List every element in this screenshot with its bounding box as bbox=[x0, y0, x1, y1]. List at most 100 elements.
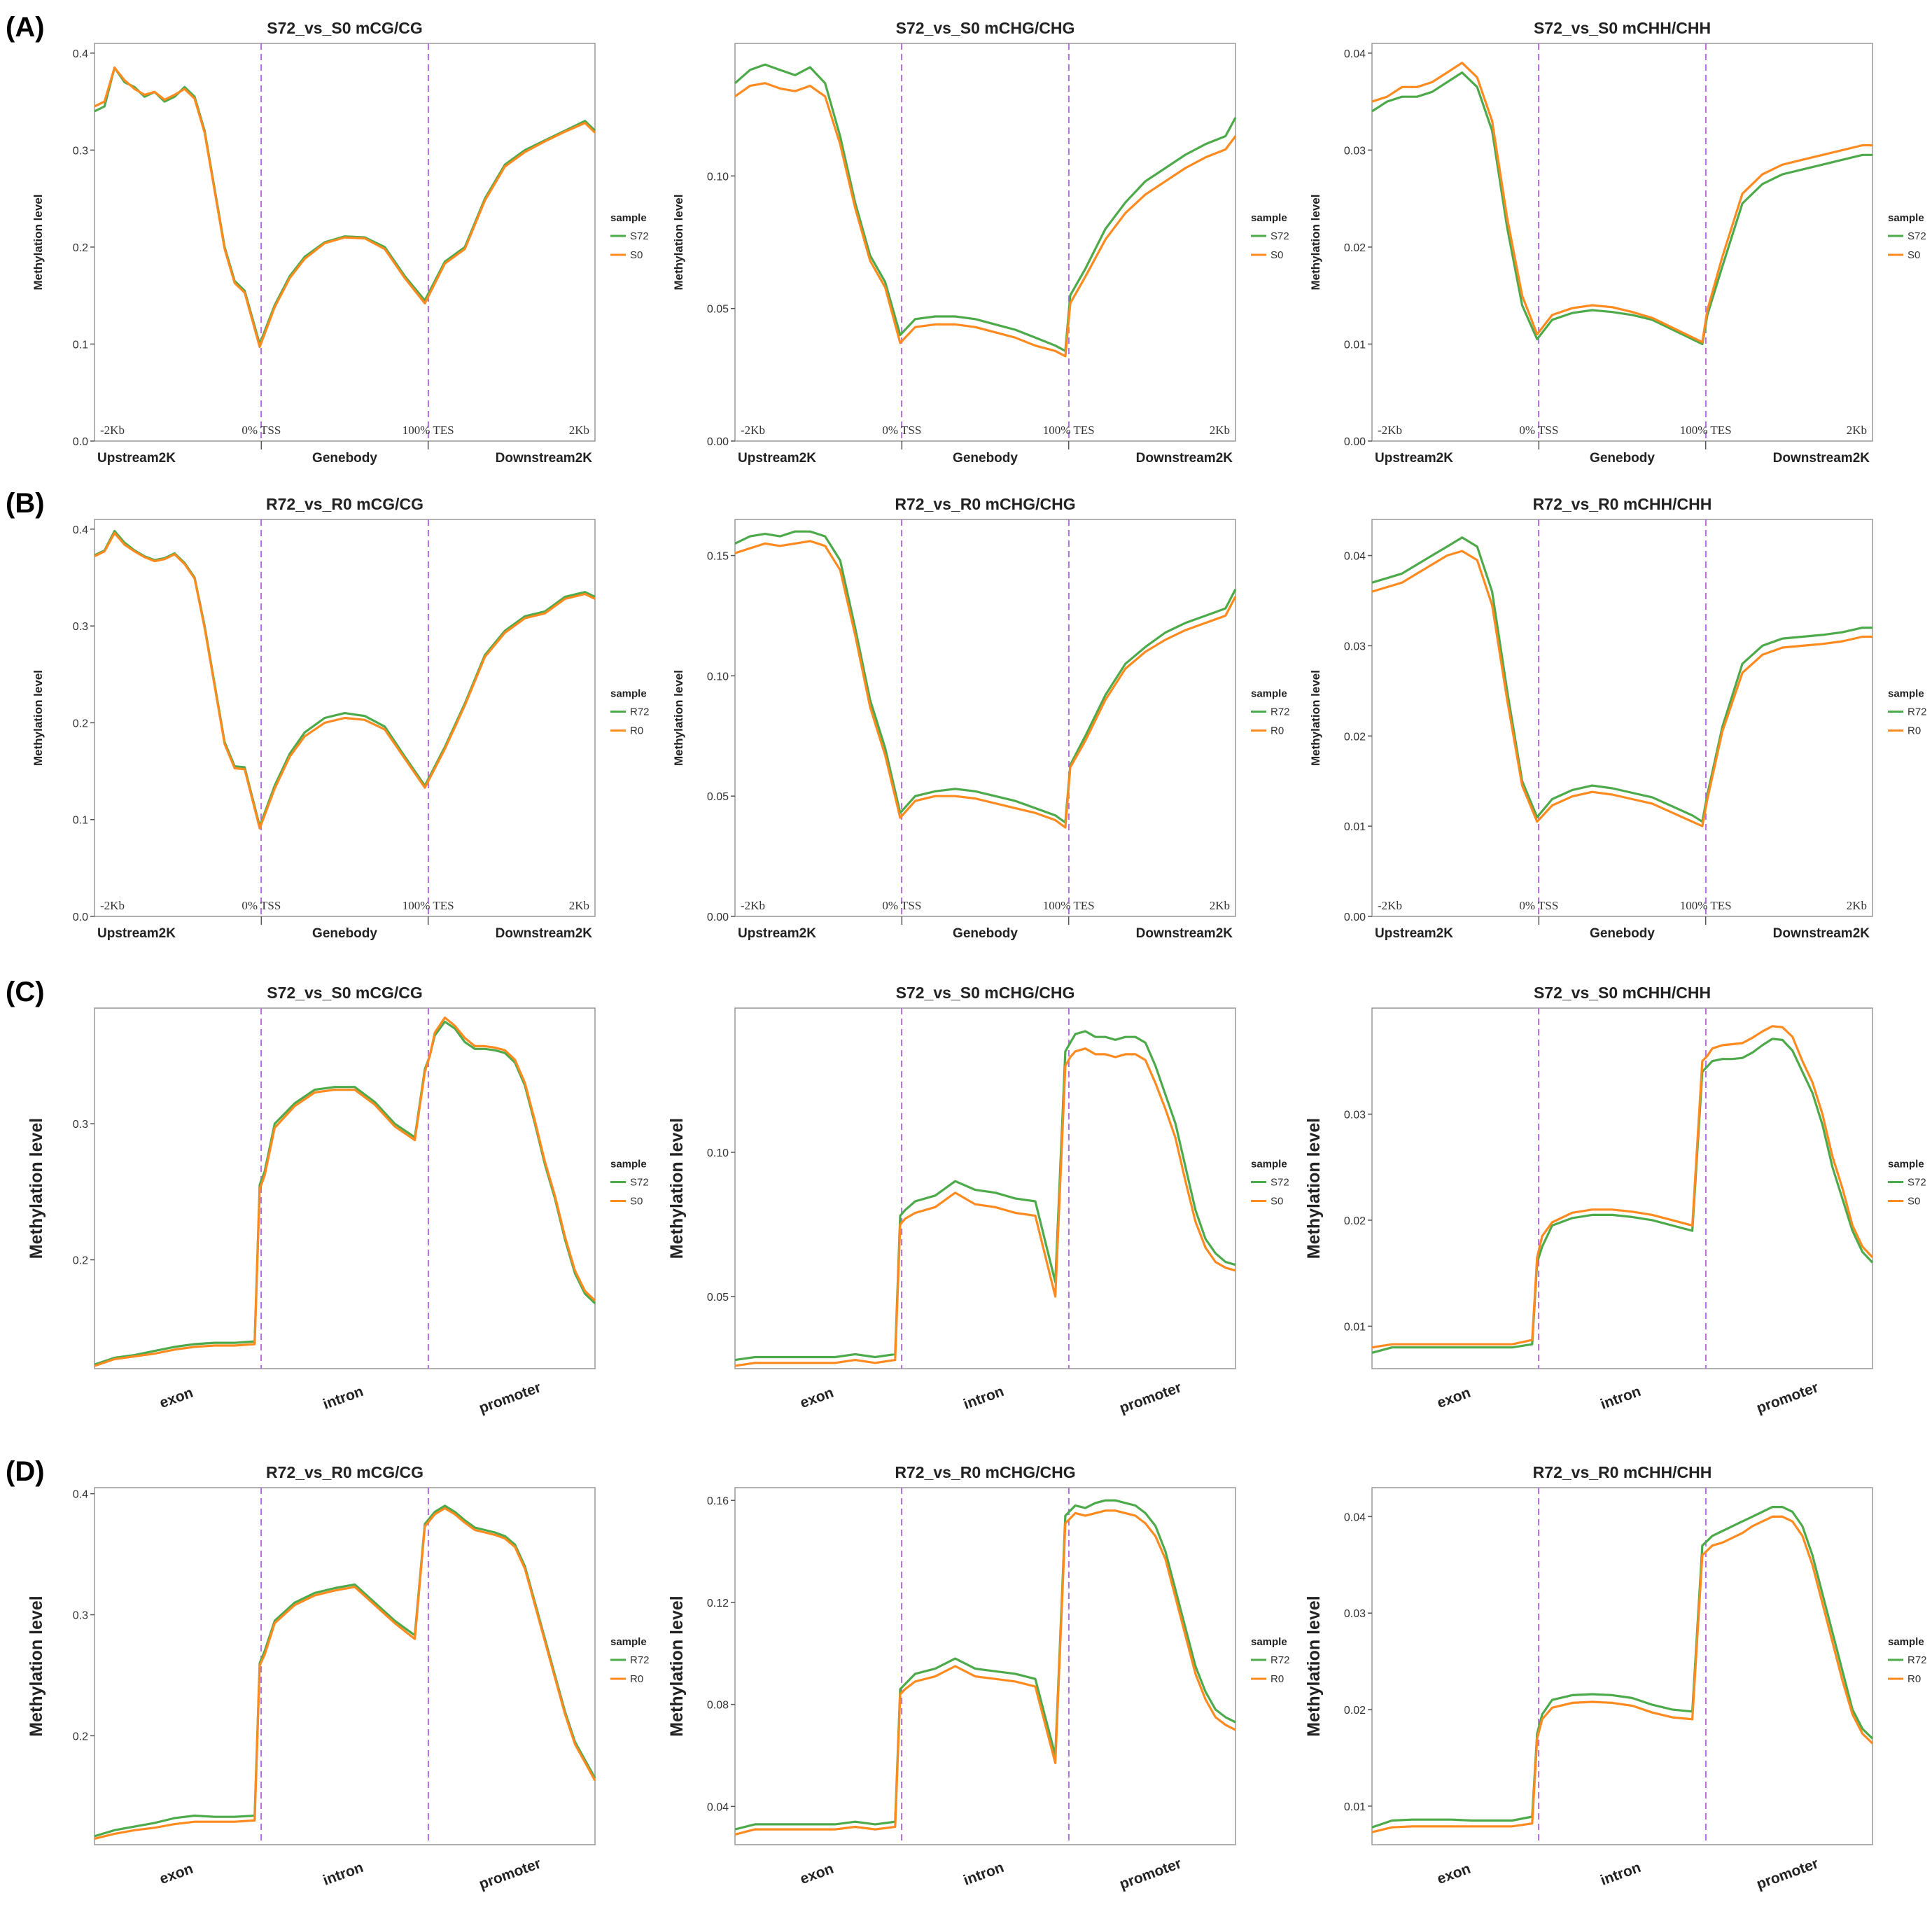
series-line-R72 bbox=[1371, 536, 1872, 823]
region-label: promoter bbox=[1117, 1855, 1183, 1892]
plot-frame bbox=[734, 519, 1236, 917]
plot-frame bbox=[734, 1007, 1236, 1369]
legend-label: R0 bbox=[630, 725, 643, 737]
series-line-R0 bbox=[734, 1509, 1236, 1836]
y-tick-label: 0.00 bbox=[707, 436, 729, 448]
legend-title: sample bbox=[1888, 688, 1924, 700]
plot-frame bbox=[94, 43, 596, 442]
legend-label: S0 bbox=[630, 1196, 643, 1208]
y-axis-label: Methylation level bbox=[672, 195, 685, 291]
y-tick-label: 0.00 bbox=[707, 911, 729, 923]
region-label: Genebody bbox=[953, 926, 1018, 941]
y-axis-label: Methylation level bbox=[1304, 1118, 1324, 1259]
y-tick-label: 0.2 bbox=[73, 718, 88, 729]
region-label: promoter bbox=[1754, 1379, 1820, 1416]
y-tick-label: 0.10 bbox=[707, 171, 729, 183]
chart-10: R72_vs_R0 mCG/CG 0.2 0.3 0.4 Methylation lev… bbox=[27, 1463, 650, 1892]
legend-label: R0 bbox=[630, 1673, 643, 1685]
x-tick-label: -2Kb bbox=[741, 424, 765, 437]
y-tick-label: 0.0 bbox=[73, 436, 88, 448]
y-tick-label: 0.08 bbox=[707, 1700, 729, 1712]
series-line-S72 bbox=[94, 66, 596, 346]
series-line-S72 bbox=[1371, 71, 1872, 346]
plot-frame bbox=[734, 1487, 1236, 1845]
legend-label: S72 bbox=[1270, 1177, 1289, 1189]
y-tick-label: 0.3 bbox=[73, 1119, 88, 1131]
chart-title: S72_vs_S0 mCHH/CHH bbox=[1534, 19, 1711, 37]
x-tick-label: 2Kb bbox=[1210, 899, 1230, 912]
x-tick-label: 2Kb bbox=[569, 899, 589, 912]
plot-frame bbox=[1371, 43, 1873, 442]
plot-frame bbox=[94, 1487, 596, 1845]
chart-title: R72_vs_R0 mCHG/CHG bbox=[895, 1463, 1075, 1481]
series-line-S72 bbox=[734, 1030, 1236, 1362]
y-tick-label: 0.03 bbox=[1344, 1608, 1366, 1620]
chart-7: S72_vs_S0 mCG/CG 0.2 0.3 Methylation level e… bbox=[27, 984, 649, 1416]
y-tick-label: 0.15 bbox=[707, 551, 729, 563]
legend-title: sample bbox=[1251, 688, 1287, 700]
y-tick-label: 0.2 bbox=[73, 1731, 88, 1742]
chart-3: S72_vs_S0 mCHH/CHH 0.00 0.01 0.02 0.03 0.04 Me… bbox=[1309, 19, 1926, 466]
x-tick-label: 100% TES bbox=[402, 424, 454, 437]
y-axis-label: Methylation level bbox=[1309, 195, 1322, 291]
legend-label: S72 bbox=[1907, 230, 1926, 242]
region-label: exon bbox=[1435, 1861, 1473, 1887]
x-tick-label: 2Kb bbox=[1210, 424, 1230, 437]
region-label: Downstream2K bbox=[1136, 926, 1233, 941]
chart-title: R72_vs_R0 mCHH/CHH bbox=[1533, 1463, 1712, 1481]
legend-title: sample bbox=[610, 688, 647, 700]
plot-frame bbox=[734, 43, 1236, 442]
y-tick-label: 0.3 bbox=[73, 621, 88, 633]
series-line-S0 bbox=[1371, 62, 1872, 344]
y-tick-label: 0.04 bbox=[1344, 1511, 1366, 1523]
y-tick-label: 0.1 bbox=[73, 815, 88, 827]
y-axis-label: Methylation level bbox=[27, 1595, 46, 1736]
legend-label: S72 bbox=[1270, 230, 1289, 242]
plot-frame bbox=[1371, 1007, 1873, 1369]
y-tick-label: 0.02 bbox=[1344, 1215, 1366, 1227]
series-line-S0 bbox=[734, 1047, 1236, 1367]
y-tick-label: 0.01 bbox=[1344, 1801, 1366, 1813]
region-label: Genebody bbox=[312, 926, 377, 941]
region-label: intron bbox=[961, 1859, 1006, 1889]
x-tick-label: 100% TES bbox=[402, 899, 454, 912]
region-label: Genebody bbox=[1590, 926, 1655, 941]
y-tick-label: 0.4 bbox=[73, 524, 88, 536]
series-line-R72 bbox=[734, 530, 1237, 824]
legend-title: sample bbox=[1888, 212, 1924, 224]
series-line-S0 bbox=[94, 66, 596, 349]
legend-label: R72 bbox=[1270, 1654, 1290, 1666]
legend-label: R0 bbox=[1270, 1673, 1284, 1685]
region-label: intron bbox=[1598, 1859, 1643, 1889]
x-tick-label: 0% TSS bbox=[241, 424, 281, 437]
y-tick-label: 0.2 bbox=[73, 1255, 88, 1267]
legend-label: R72 bbox=[1907, 1654, 1927, 1666]
legend-title: sample bbox=[1888, 1159, 1924, 1171]
series-line-R72 bbox=[94, 529, 596, 828]
legend-label: S0 bbox=[1270, 249, 1283, 261]
region-label: promoter bbox=[477, 1855, 542, 1892]
legend-label: R0 bbox=[1270, 725, 1284, 737]
y-axis-label: Methylation level bbox=[667, 1595, 687, 1736]
region-label: promoter bbox=[1117, 1379, 1183, 1416]
y-tick-label: 0.01 bbox=[1344, 821, 1366, 833]
chart-title: S72_vs_S0 mCHH/CHH bbox=[1534, 984, 1711, 1002]
y-axis-label: Methylation level bbox=[31, 195, 45, 291]
series-line-R0 bbox=[94, 531, 596, 830]
legend-label: S0 bbox=[1907, 249, 1920, 261]
x-tick-label: 2Kb bbox=[1847, 899, 1867, 912]
legend-label: S0 bbox=[1907, 1196, 1920, 1208]
chart-title: S72_vs_S0 mCG/CG bbox=[267, 984, 422, 1002]
y-tick-label: 0.0 bbox=[73, 911, 88, 923]
region-label: exon bbox=[798, 1385, 836, 1411]
y-tick-label: 0.00 bbox=[1344, 436, 1366, 448]
y-tick-label: 0.10 bbox=[707, 1147, 729, 1159]
y-axis-label: Methylation level bbox=[1309, 670, 1322, 766]
region-label: Downstream2K bbox=[1773, 926, 1870, 941]
legend-label: S72 bbox=[630, 230, 649, 242]
region-label: exon bbox=[1435, 1385, 1473, 1411]
chart-title: R72_vs_R0 mCG/CG bbox=[266, 1463, 424, 1481]
legend-label: S0 bbox=[1270, 1196, 1283, 1208]
y-tick-label: 0.10 bbox=[707, 671, 729, 683]
